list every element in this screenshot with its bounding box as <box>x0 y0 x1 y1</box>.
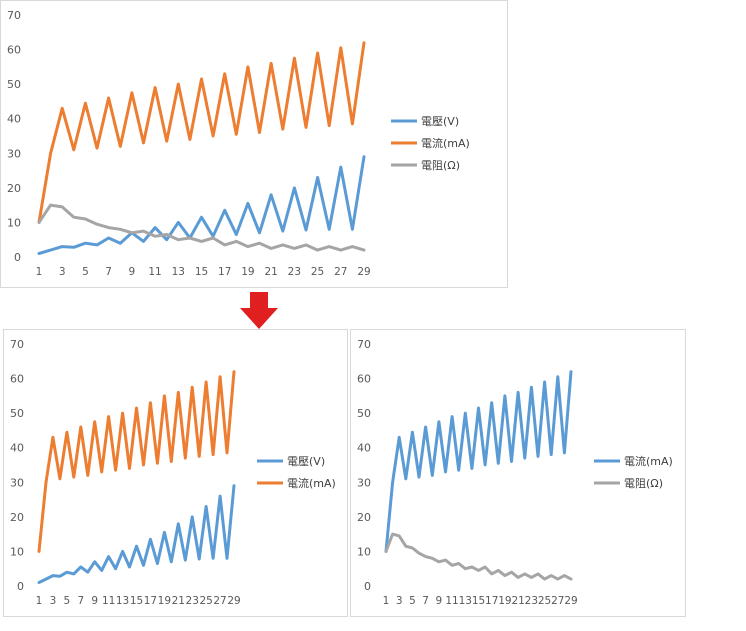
y-tick-label: 60 <box>7 44 21 57</box>
x-tick-label: 13 <box>172 266 185 278</box>
x-tick-label: 25 <box>311 266 324 278</box>
x-tick-label: 11 <box>148 266 161 278</box>
x-tick-label: 17 <box>218 266 231 278</box>
series-line-2 <box>37 41 366 224</box>
x-tick-label: 3 <box>396 595 403 607</box>
x-tick-label: 5 <box>64 595 71 607</box>
y-tick-label: 60 <box>10 373 24 386</box>
legend-label: 電流(mA) <box>624 454 673 468</box>
x-tick-label: 29 <box>227 595 240 607</box>
x-tick-label: 1 <box>383 595 390 607</box>
x-tick-label: 13 <box>459 595 472 607</box>
legend-label: 電壓(V) <box>287 455 325 468</box>
x-tick-label: 19 <box>158 595 171 607</box>
y-tick-label: 0 <box>364 580 371 593</box>
x-tick-label: 1 <box>36 266 43 278</box>
x-tick-label: 25 <box>199 595 212 607</box>
x-tick-label: 5 <box>82 266 89 278</box>
chart-panel-bottom-left[interactable]: 0 10 20 30 40 50 60 70 1 3 5 7 9 11 13 15 17 19 21 23 25 27 29… <box>3 329 348 617</box>
x-tick-label: 19 <box>498 595 511 607</box>
y-tick-label: 50 <box>10 407 24 420</box>
x-tick-label: 9 <box>91 595 98 607</box>
x-tick-label: 27 <box>213 595 226 607</box>
x-tick-label: 23 <box>186 595 199 607</box>
y-tick-label: 70 <box>7 9 21 22</box>
x-tick-label: 3 <box>59 266 66 278</box>
series-line-2 <box>37 370 236 553</box>
y-tick-label: 50 <box>357 407 371 420</box>
y-tick-label: 40 <box>7 113 21 126</box>
legend-label: 電阻(Ω) <box>421 159 460 172</box>
legend-label: 電阻(Ω) <box>624 477 663 490</box>
x-tick-label: 5 <box>409 595 416 607</box>
x-tick-label: 25 <box>538 595 551 607</box>
x-tick-label: 17 <box>144 595 157 607</box>
y-tick-label: 10 <box>357 545 371 558</box>
x-tick-label: 27 <box>551 595 564 607</box>
y-tick-label: 60 <box>357 373 371 386</box>
series-line-1 <box>37 155 366 255</box>
y-tick-label: 20 <box>357 511 371 524</box>
chart-panel-bottom-right[interactable]: 0 10 20 30 40 50 60 70 1 3 5 7 9 11 13 15 17 19 21 23 25 27 29… <box>350 329 686 617</box>
y-tick-label: 20 <box>7 182 21 195</box>
x-tick-label: 23 <box>525 595 538 607</box>
x-tick-label: 21 <box>511 595 524 607</box>
legend-label: 電流(mA) <box>287 476 336 490</box>
x-tick-label: 1 <box>36 595 43 607</box>
y-tick-label: 20 <box>10 511 24 524</box>
y-tick-label: 30 <box>10 476 24 489</box>
y-tick-label: 40 <box>357 442 371 455</box>
series-line-1 <box>37 484 236 584</box>
x-tick-label: 15 <box>195 266 208 278</box>
x-tick-label: 13 <box>116 595 129 607</box>
y-tick-label: 0 <box>17 580 24 593</box>
x-tick-label: 21 <box>264 266 277 278</box>
x-tick-label: 11 <box>445 595 458 607</box>
x-tick-label: 15 <box>472 595 485 607</box>
x-tick-label: 29 <box>357 266 370 278</box>
y-tick-label: 30 <box>7 147 21 160</box>
x-tick-label: 11 <box>102 595 115 607</box>
y-tick-label: 50 <box>7 78 21 91</box>
x-tick-label: 9 <box>129 266 136 278</box>
x-tick-label: 15 <box>130 595 143 607</box>
x-tick-label: 7 <box>77 595 84 607</box>
x-tick-label: 9 <box>436 595 443 607</box>
x-tick-label: 23 <box>288 266 301 278</box>
series-line-1 <box>384 370 573 553</box>
x-tick-label: 21 <box>172 595 185 607</box>
x-tick-label: 3 <box>50 595 57 607</box>
x-tick-label: 7 <box>422 595 429 607</box>
y-tick-label: 30 <box>357 476 371 489</box>
y-tick-label: 70 <box>357 338 371 351</box>
down-arrow-icon <box>240 292 278 334</box>
series-line-3 <box>37 203 366 252</box>
legend-label: 電流(mA) <box>421 136 470 150</box>
legend-label: 電壓(V) <box>421 115 459 128</box>
y-tick-label: 0 <box>14 251 21 264</box>
y-tick-label: 10 <box>7 216 21 229</box>
x-tick-label: 7 <box>105 266 112 278</box>
series-line-2 <box>384 532 573 581</box>
x-tick-label: 19 <box>241 266 254 278</box>
x-tick-label: 17 <box>485 595 498 607</box>
x-tick-label: 29 <box>564 595 577 607</box>
y-tick-label: 70 <box>10 338 24 351</box>
x-tick-label: 27 <box>334 266 347 278</box>
chart-panel-top[interactable]: 0 10 20 30 40 50 60 70 1 3 5 7 9 11 13 15 17 19 21 23 25 27 29… <box>0 0 508 288</box>
y-tick-label: 40 <box>10 442 24 455</box>
down-arrow-shape <box>240 292 278 329</box>
y-tick-label: 10 <box>10 545 24 558</box>
